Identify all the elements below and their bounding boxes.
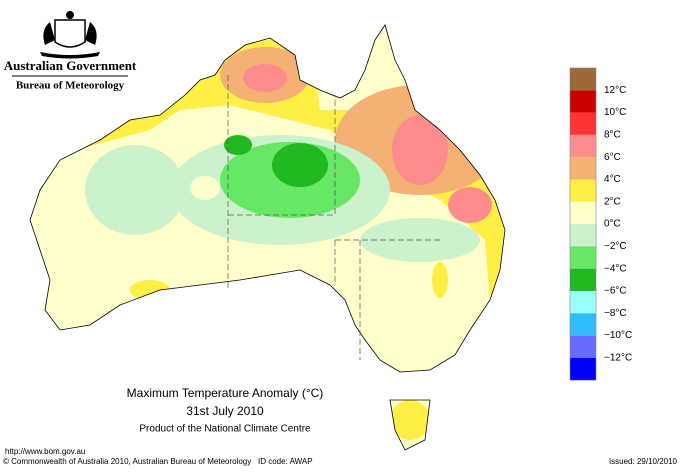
crest xyxy=(40,11,100,59)
legend-label: −10°C xyxy=(604,330,632,341)
legend-label: −6°C xyxy=(604,286,627,297)
legend-label: 4°C xyxy=(604,174,621,185)
legend-swatch xyxy=(570,90,596,113)
legend-label: 12°C xyxy=(604,85,626,96)
legend-label: −4°C xyxy=(604,263,627,274)
map-title: Maximum Temperature Anomaly (°C) xyxy=(127,386,324,400)
header-title: Australian Government xyxy=(4,58,137,73)
legend-swatch xyxy=(570,246,596,269)
map-date: 31st July 2010 xyxy=(186,404,264,418)
footer-issued: Issued: 29/10/2010 xyxy=(609,457,678,466)
legend-swatch xyxy=(570,291,596,314)
legend-label: 0°C xyxy=(604,219,621,230)
legend-swatch xyxy=(570,313,596,336)
legend-label: 8°C xyxy=(604,130,621,141)
legend-label: 2°C xyxy=(604,196,621,207)
legend-frame xyxy=(569,67,597,381)
coastline xyxy=(29,24,506,451)
legend-swatch xyxy=(570,68,596,91)
legend-swatch xyxy=(570,357,596,381)
legend-swatch xyxy=(570,112,596,135)
legend-label: 10°C xyxy=(604,107,626,118)
legend-label: −8°C xyxy=(604,308,627,319)
footer-url: http://www.bom.gov.au xyxy=(5,447,85,456)
legend-swatch xyxy=(570,179,596,202)
legend-swatch xyxy=(570,224,596,247)
legend-label: −2°C xyxy=(604,241,627,252)
footer-id: ID code: AWAP xyxy=(258,457,313,466)
legend-swatch xyxy=(570,201,596,225)
legend: 12°C 10°C 8°C 6°C 4°C 2°C 0°C −2°C −4°C −6°C −8°C −… xyxy=(569,67,632,381)
legend-swatch xyxy=(570,335,596,358)
header-subtitle: Bureau of Meteorology xyxy=(16,80,125,92)
legend-swatch xyxy=(570,157,596,180)
footer-copyright: © Commonwealth of Australia 2010, Austra… xyxy=(3,457,251,466)
legend-label: −12°C xyxy=(604,353,632,364)
legend-swatch xyxy=(570,134,596,158)
map-producer: Product of the National Climate Centre xyxy=(139,424,311,435)
legend-label: 6°C xyxy=(604,152,621,163)
legend-swatch xyxy=(570,268,596,291)
